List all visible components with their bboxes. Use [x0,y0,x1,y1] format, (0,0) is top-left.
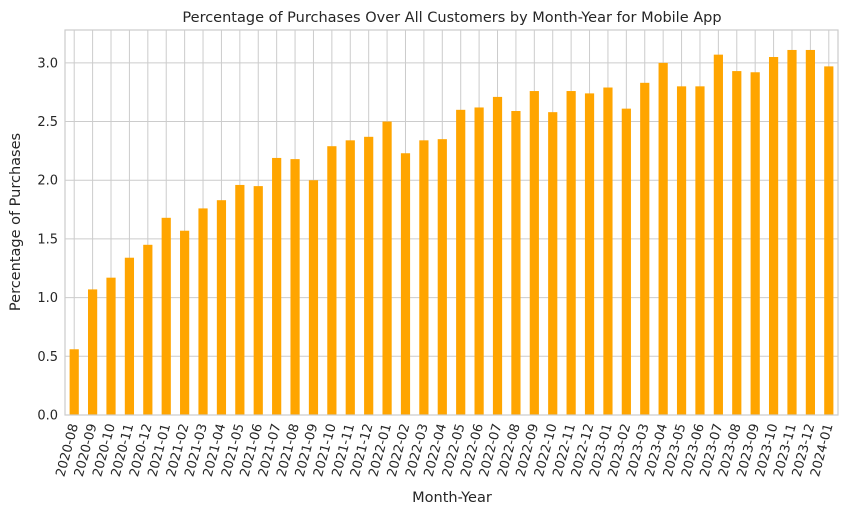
bar [676,86,687,415]
bar [290,159,300,415]
bar [695,86,705,415]
bar [88,289,98,415]
bar [474,107,484,415]
bar [621,108,631,415]
bar [640,82,650,415]
y-tick-label: 1.0 [37,291,58,306]
bar [235,184,245,415]
y-tick-label: 0.0 [37,409,58,424]
bar [658,62,668,416]
y-tick-label: 1.5 [37,232,58,247]
bar [824,66,834,415]
y-tick-label: 2.5 [37,115,58,130]
bar [787,49,797,415]
y-tick-labels: 0.0 0.5 1.0 1.5 2.0 2.5 3.0 [37,56,58,423]
bar [253,186,263,415]
bar [308,180,319,415]
chart-title: Percentage of Purchases Over All Custome… [182,10,721,26]
bar [419,140,429,415]
bar [492,96,503,415]
bar [603,87,613,415]
y-axis-label: Percentage of Purchases [8,133,24,311]
bars [69,49,834,416]
bar [382,121,392,416]
bar [713,54,723,416]
bar [69,349,79,415]
bar [805,49,815,415]
bar [198,208,208,415]
bar [768,56,779,416]
bar [327,146,337,415]
bar [161,217,171,415]
bar [548,112,558,415]
bar [124,257,135,415]
bar [732,71,742,416]
x-tick-labels: 2020-082020-092020-102020-112020-122021-… [54,422,837,478]
bar [143,244,153,415]
y-tick-label: 2.0 [37,174,58,189]
bar [216,200,227,415]
bar [437,139,447,415]
plot-frame [64,29,839,416]
bar [456,109,466,415]
bar [345,140,355,415]
bar [529,91,539,415]
bar [364,136,374,415]
bar [272,157,282,415]
bar [566,91,576,415]
bar [400,153,411,415]
x-axis-label: Month-Year [412,490,492,506]
y-tick-label: 3.0 [37,56,58,71]
bar [106,277,116,415]
bar [511,110,521,416]
bar [180,230,190,415]
y-tick-label: 0.5 [37,350,58,365]
bar [584,93,595,415]
bar [750,72,760,415]
